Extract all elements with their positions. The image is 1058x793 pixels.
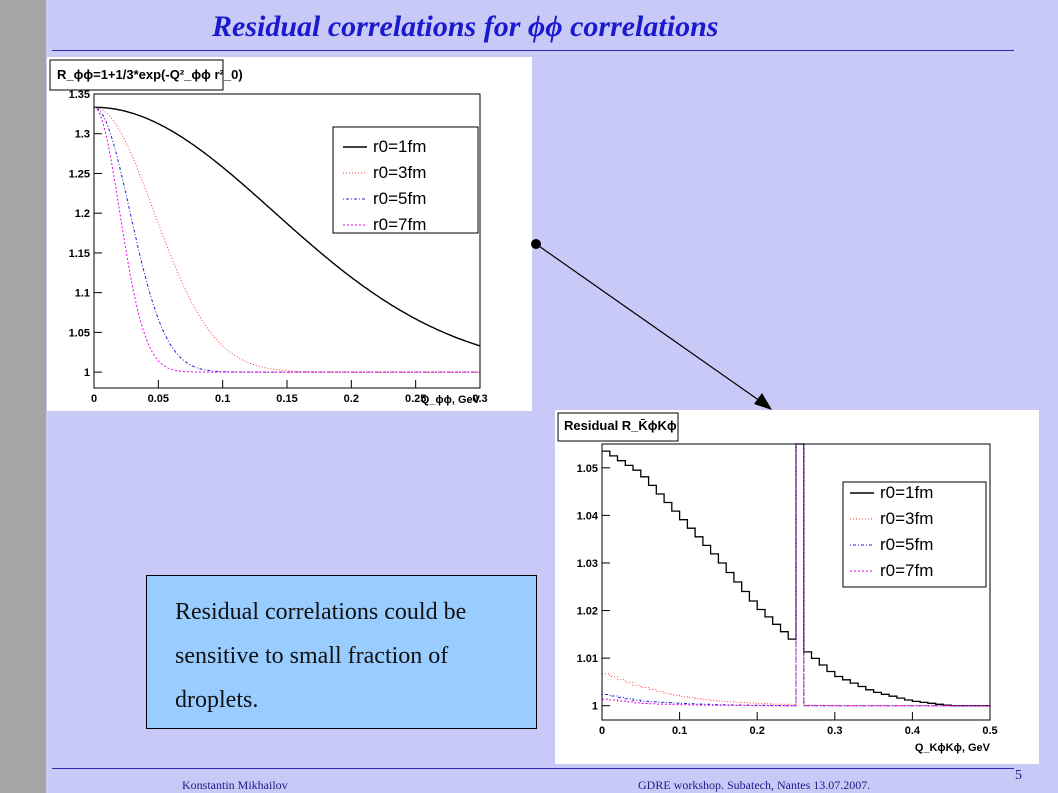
- x-tick-label: 0: [91, 393, 97, 405]
- series-line-1fm: [93, 106, 481, 347]
- chart-panel-residual: Residual R_K̄ϕKϕ 0 0.1 0.2 0.3 0.4 0.5 1 1.01 1.…: [555, 410, 1039, 764]
- footer-author: Konstantin Mikhailov: [182, 778, 288, 792]
- legend-entry-label: r0=5fm: [373, 189, 426, 208]
- footer-divider: [52, 768, 1014, 769]
- legend-entry-label: r0=3fm: [373, 163, 426, 182]
- x-tick-label: 0.5: [982, 725, 997, 737]
- x-tick-label: 0: [599, 725, 605, 737]
- left-sidebar-bar: [0, 0, 46, 793]
- plot-frame: [93, 93, 481, 389]
- legend-box: [332, 126, 479, 234]
- slide-title: Residual correlations for ϕϕ correlation…: [212, 10, 719, 43]
- chart-panel-phiphi: R_ϕϕ=1+1/3*exp(-Q²_ϕϕ r²_0) 0 0.05 0.1 0.15…: [47, 57, 532, 411]
- y-tick-label: 1.05: [69, 327, 90, 339]
- y-tick-label: 1.3: [75, 129, 90, 141]
- x-tick-label: 0.4: [905, 725, 921, 737]
- y-tick-label: 1.25: [69, 168, 90, 180]
- legend-entry-label: r0=1fm: [373, 137, 426, 156]
- y-tick-label: 1.2: [75, 208, 90, 220]
- x-tick-label: 0.2: [750, 725, 765, 737]
- x-tick-label: 0.1: [672, 725, 687, 737]
- y-tick-label: 1.35: [69, 89, 90, 101]
- chart-title-box: [49, 59, 224, 91]
- chart-title: Residual R_K̄ϕKϕ: [564, 418, 677, 433]
- y-tick-label: 1: [592, 701, 598, 713]
- y-tick-label: 1.02: [577, 606, 598, 618]
- legend-entry-label: r0=5fm: [880, 535, 933, 554]
- x-tick-label: 0.2: [344, 393, 359, 405]
- legend-entry-label: r0=1fm: [880, 483, 933, 502]
- chart-residual: Residual R_K̄ϕKϕ 0 0.1 0.2 0.3 0.4 0.5 1 1.01 1.…: [557, 412, 998, 754]
- x-tick-label: 0.05: [148, 393, 169, 405]
- y-tick-label: 1.1: [75, 288, 90, 300]
- series-line-7fm: [93, 106, 480, 373]
- x-tick-label: 0.3: [472, 393, 487, 405]
- legend-entry-label: r0=7fm: [880, 561, 933, 580]
- footer-event: GDRE workshop. Subatech, Nantes 13.07.20…: [638, 778, 871, 792]
- legend-entry-label: r0=3fm: [880, 509, 933, 528]
- x-tick-label: 0.25: [405, 393, 426, 405]
- x-tick-label: 0.3: [827, 725, 842, 737]
- plot-frame: [601, 443, 991, 721]
- chart-phiphi: R_ϕϕ=1+1/3*exp(-Q²_ϕϕ r²_0) 0 0.05 0.1 0.15…: [49, 59, 488, 406]
- title-divider: [52, 50, 1014, 51]
- x-tick-label: 0.15: [276, 393, 297, 405]
- chart-title-box: [557, 412, 679, 442]
- x-axis-label: Q_ϕϕ, GeV: [421, 394, 481, 406]
- y-tick-label: 1.03: [577, 558, 598, 570]
- arrow-head: [754, 393, 772, 410]
- y-tick-label: 1: [84, 367, 90, 379]
- chart-title: R_ϕϕ=1+1/3*exp(-Q²_ϕϕ r²_0): [57, 67, 243, 82]
- y-tick-label: 1.15: [69, 248, 90, 260]
- y-tick-label: 1.04: [577, 510, 599, 522]
- x-axis-label: Q_KϕKϕ, GeV: [915, 742, 991, 754]
- legend-box: [842, 481, 987, 588]
- y-tick-label: 1.05: [577, 463, 598, 475]
- page-number: 5: [1015, 768, 1022, 783]
- arrow-line: [535, 243, 771, 409]
- arrow-start-dot: [531, 239, 541, 249]
- x-tick-label: 0.1: [215, 393, 230, 405]
- series-histogram-0: [602, 443, 990, 707]
- note-box: Residual correlations could be sensitive…: [146, 575, 537, 729]
- y-tick-label: 1.01: [577, 653, 598, 665]
- legend-entry-label: r0=7fm: [373, 215, 426, 234]
